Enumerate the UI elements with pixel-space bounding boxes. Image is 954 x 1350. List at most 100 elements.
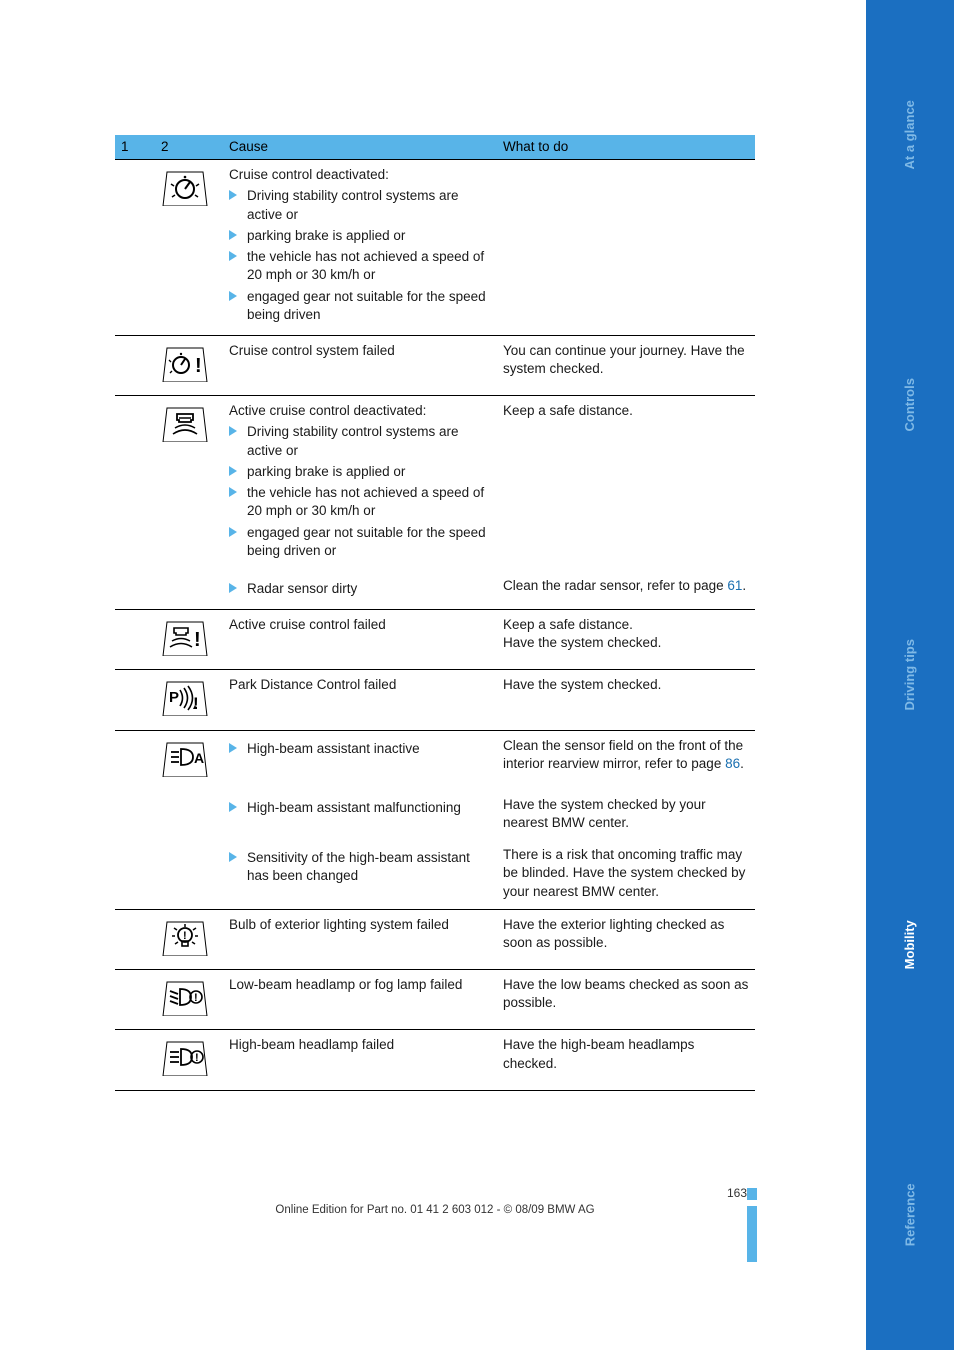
high-beam-assistant-icon: A: [161, 737, 209, 777]
page-ref-link[interactable]: 86: [725, 756, 740, 771]
tab-label: Reference: [901, 1184, 919, 1247]
svg-text:!: !: [195, 1052, 199, 1064]
bullet-list: Sensitivity of the high-beam assistant h…: [229, 849, 491, 885]
icon-cell: !: [155, 335, 223, 395]
cause-cell: Cruise control system failed: [223, 335, 497, 395]
bullet-item: the vehicle has not achieved a speed of …: [229, 484, 491, 520]
table-row: Radar sensor dirty Clean the radar senso…: [115, 571, 755, 610]
what-cell: Have the high-beam headlamps checked.: [497, 1030, 755, 1090]
bullet-item: the vehicle has not achieved a speed of …: [229, 248, 491, 284]
what-text: .: [740, 756, 744, 771]
what-cell: Have the system checked by your nearest …: [497, 790, 755, 840]
cause-cell: Cruise control deactivated: Driving stab…: [223, 160, 497, 336]
icon-cell: A: [155, 730, 223, 790]
tab-reference[interactable]: Reference: [866, 1080, 954, 1350]
table-bottom-rule: [115, 1090, 755, 1091]
bullet-item: Driving stability control systems are ac…: [229, 423, 491, 459]
tab-label: At a glance: [901, 100, 919, 169]
cause-cell: High-beam assistant inactive: [223, 730, 497, 790]
what-text: .: [742, 578, 746, 593]
bullet-item: High-beam assistant malfunctioning: [229, 799, 491, 817]
table-row: ! Low-beam headlamp or fog lamp failed H…: [115, 970, 755, 1030]
table-row: ! Active cruise control failed Keep a sa…: [115, 610, 755, 670]
side-tab-bar: At a glance Controls Driving tips Mobili…: [866, 0, 954, 1350]
what-text: Clean the radar sensor, refer to page: [503, 578, 727, 593]
tab-controls[interactable]: Controls: [866, 270, 954, 540]
cause-cell: Park Distance Control failed: [223, 670, 497, 730]
icon-cell: !: [155, 610, 223, 670]
svg-text:A: A: [194, 750, 204, 766]
icon-cell: !: [155, 970, 223, 1030]
bullet-item: High-beam assistant inactive: [229, 740, 491, 758]
table-row: ! High-beam headlamp failed Have the hig…: [115, 1030, 755, 1090]
page-footer: 163 Online Edition for Part no. 01 41 2 …: [115, 1185, 755, 1219]
header-cause: Cause: [223, 135, 497, 160]
what-cell: Have the low beams checked as soon as po…: [497, 970, 755, 1030]
cause-cell: High-beam assistant malfunctioning: [223, 790, 497, 840]
tab-label: Driving tips: [901, 639, 919, 711]
cause-cell: High-beam headlamp failed: [223, 1030, 497, 1090]
footer-accent-block: [747, 1206, 757, 1262]
icon-cell: !: [155, 1030, 223, 1090]
tab-at-a-glance[interactable]: At a glance: [866, 0, 954, 270]
header-what: What to do: [497, 135, 755, 160]
what-cell: Clean the sensor field on the front of t…: [497, 730, 755, 790]
what-cell: Have the system checked.: [497, 670, 755, 730]
what-cell: Clean the radar sensor, refer to page 61…: [497, 571, 755, 610]
content-area: 1 2 Cause What to do: [115, 135, 755, 1091]
pdc-warning-icon: P !: [161, 676, 209, 716]
svg-text:!: !: [194, 992, 198, 1004]
bullet-item: parking brake is applied or: [229, 227, 491, 245]
bullet-item: engaged gear not suitable for the speed …: [229, 288, 491, 324]
low-beam-failure-icon: !: [161, 976, 209, 1016]
tab-mobility[interactable]: Mobility: [866, 810, 954, 1080]
cause-cell: Active cruise control deactivated: Drivi…: [223, 396, 497, 571]
what-cell: You can continue your journey. Have the …: [497, 335, 755, 395]
table-header-row: 1 2 Cause What to do: [115, 135, 755, 160]
bullet-list: Radar sensor dirty: [229, 580, 491, 598]
cruise-control-icon: [161, 166, 209, 206]
bullet-list: Driving stability control systems are ac…: [229, 423, 491, 560]
cause-cell: Active cruise control failed: [223, 610, 497, 670]
cruise-control-warning-icon: !: [161, 342, 209, 382]
footer-accent-block: [747, 1188, 757, 1200]
svg-text:!: !: [183, 930, 187, 942]
row-title: Cruise control deactivated:: [229, 166, 491, 184]
icon-cell: [155, 160, 223, 336]
table-row: ! Bulb of exterior lighting system faile…: [115, 909, 755, 969]
svg-text:!: !: [193, 694, 199, 713]
tab-driving-tips[interactable]: Driving tips: [866, 540, 954, 810]
table-row: ! Cruise control system failed You can c…: [115, 335, 755, 395]
bullet-item: engaged gear not suitable for the speed …: [229, 524, 491, 560]
page-number: 163: [115, 1185, 755, 1203]
bulb-failure-icon: !: [161, 916, 209, 956]
header-col-2: 2: [155, 135, 223, 160]
icon-cell: !: [155, 909, 223, 969]
table-row: A High-beam assistant inactive Clean the…: [115, 730, 755, 790]
tab-label: Mobility: [901, 920, 919, 969]
table-row: P ! Park Distance Control failed Have th…: [115, 670, 755, 730]
cause-cell: Radar sensor dirty: [223, 571, 497, 610]
bullet-item: Radar sensor dirty: [229, 580, 491, 598]
bullet-list: High-beam assistant inactive: [229, 740, 491, 758]
page: 1 2 Cause What to do: [0, 0, 954, 1350]
active-cruise-warning-icon: !: [161, 616, 209, 656]
table-row: Active cruise control deactivated: Drivi…: [115, 396, 755, 571]
cause-cell: Sensitivity of the high-beam assistant h…: [223, 840, 497, 909]
what-cell: There is a risk that oncoming traffic ma…: [497, 840, 755, 909]
table-row: High-beam assistant malfunctioning Have …: [115, 790, 755, 840]
bullet-item: Sensitivity of the high-beam assistant h…: [229, 849, 491, 885]
row-title: Active cruise control deactivated:: [229, 402, 491, 420]
icon-cell: [155, 396, 223, 571]
what-cell: [497, 160, 755, 336]
active-cruise-icon: [161, 402, 209, 442]
tab-label: Controls: [901, 378, 919, 431]
svg-text:P: P: [169, 689, 179, 706]
svg-text:!: !: [194, 629, 201, 651]
page-ref-link[interactable]: 61: [727, 578, 742, 593]
what-cell: Keep a safe distance.: [497, 396, 755, 571]
bullet-list: High-beam assistant malfunctioning: [229, 799, 491, 817]
what-text: Clean the sensor field on the front of t…: [503, 738, 743, 771]
footer-line: Online Edition for Part no. 01 41 2 603 …: [115, 1203, 755, 1219]
cause-cell: Low-beam headlamp or fog lamp failed: [223, 970, 497, 1030]
